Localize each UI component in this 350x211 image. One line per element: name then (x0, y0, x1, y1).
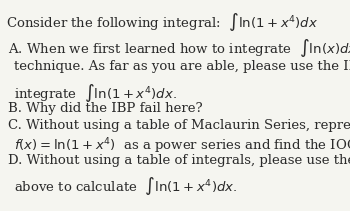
Text: A. When we first learned how to integrate  $\int \ln(x)dx$  we used the IBP: A. When we first learned how to integrat… (8, 37, 350, 59)
Text: integrate  $\int \ln(1 + x^4)dx.$: integrate $\int \ln(1 + x^4)dx.$ (14, 82, 177, 104)
Text: $f(x) = \ln(1 + x^4)$  as a power series and find the IOC.: $f(x) = \ln(1 + x^4)$ as a power series … (14, 137, 350, 156)
Text: technique. As far as you are able, please use the IBP technique to: technique. As far as you are able, pleas… (14, 60, 350, 73)
Text: Consider the following integral:  $\int \ln(1 + x^4)dx$: Consider the following integral: $\int \… (6, 11, 318, 33)
Text: D. Without using a table of integrals, please use the series you found: D. Without using a table of integrals, p… (8, 154, 350, 168)
Text: B. Why did the IBP fail here?: B. Why did the IBP fail here? (8, 102, 202, 115)
Text: above to calculate  $\int \ln(1 + x^4)dx.$: above to calculate $\int \ln(1 + x^4)dx.… (14, 175, 237, 197)
Text: C. Without using a table of Maclaurin Series, represent: C. Without using a table of Maclaurin Se… (8, 119, 350, 132)
